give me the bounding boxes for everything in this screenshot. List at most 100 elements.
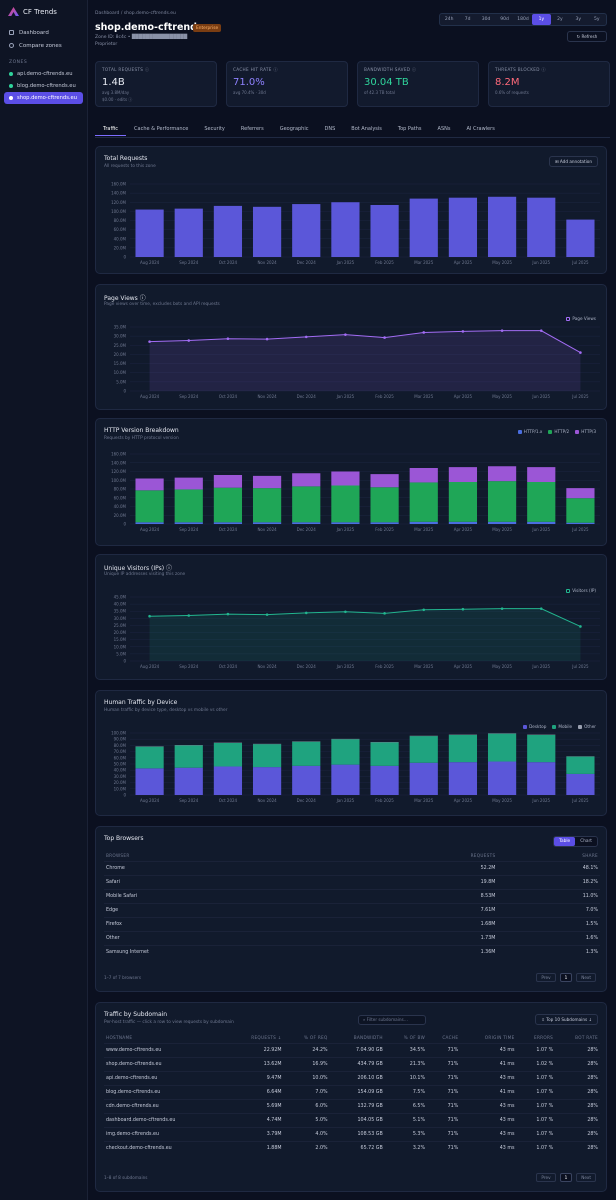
table-cell: www.demo-cftrends.eu: [104, 1042, 227, 1057]
y-tick-label: 10.0M: [114, 370, 127, 375]
column-header[interactable]: % OF REQ: [303, 1035, 328, 1041]
column-header[interactable]: REQUESTS: [470, 853, 496, 859]
range-option-3y[interactable]: 3y: [575, 17, 582, 22]
bar-segment: [213, 487, 243, 523]
toggle-chart-button[interactable]: Chart: [580, 839, 592, 844]
column-header[interactable]: BOT RATE: [575, 1035, 598, 1041]
column-header[interactable]: ERRORS: [534, 1035, 554, 1041]
range-option-24h[interactable]: 24h: [444, 17, 454, 22]
tab-traffic[interactable]: Traffic: [95, 122, 127, 136]
bar-segment: [566, 773, 595, 795]
table-row[interactable]: api.demo-cftrends.eu 9.47M 10.0% 206.10 GB 1…: [104, 1070, 600, 1085]
range-option-5y[interactable]: 5y: [593, 17, 600, 22]
page-button[interactable]: 1: [559, 1173, 573, 1182]
http-version-card: HTTP Version Breakdown Requests by HTTP …: [95, 418, 607, 546]
series-line: [149, 330, 581, 354]
tab-bot-analysis[interactable]: Bot Analysis: [351, 126, 382, 132]
table-row[interactable]: Other 1.73M 1.6%: [104, 930, 600, 945]
y-tick-label: 60.0M: [114, 755, 127, 760]
prev-page-button[interactable]: Prev: [536, 973, 556, 982]
table-row[interactable]: Mobile Safari 8.53M 11.0%: [104, 888, 600, 903]
page-button[interactable]: 1: [559, 973, 573, 982]
toggle-table-button[interactable]: Table: [554, 837, 576, 846]
table-cell: 104.05 GB: [329, 1112, 385, 1127]
y-tick-label: 25.0M: [114, 343, 127, 348]
column-header[interactable]: SHARE: [582, 853, 598, 859]
table-cell: 71%: [427, 1098, 461, 1113]
breadcrumb[interactable]: Dashboard / shop.demo-cftrends.eu: [95, 11, 176, 16]
sidebar: CF Trends Dashboard Compare zones ZONES …: [0, 0, 88, 1200]
table-row[interactable]: dashboard.demo-cftrends.eu 4.74M 5.0% 104.0…: [104, 1112, 600, 1127]
x-tick-label: Dec 2024: [297, 527, 317, 532]
tab-cache-performance[interactable]: Cache & Performance: [134, 126, 189, 132]
tab-ai-crawlers[interactable]: AI Crawlers: [466, 126, 495, 132]
table-row[interactable]: shop.demo-cftrends.eu 13.62M 16.9% 434.79 G…: [104, 1056, 600, 1071]
prev-page-button[interactable]: Prev: [536, 1173, 556, 1182]
range-option-30d[interactable]: 30d: [481, 17, 491, 22]
legend-label: Other: [584, 724, 596, 729]
add-annotation-button[interactable]: ⊞ Add annotation: [549, 156, 598, 167]
bar-segment: [174, 745, 203, 768]
top-subdomains-button[interactable]: ⇩ Top 10 Subdomains ↓: [535, 1014, 598, 1025]
range-option-90d[interactable]: 90d: [500, 17, 509, 22]
range-option-7d[interactable]: 7d: [464, 17, 471, 22]
table-cell: 28%: [555, 1042, 600, 1057]
table-row[interactable]: img.demo-cftrends.eu 3.79M 4.0% 108.53 GB 5.…: [104, 1126, 600, 1141]
data-point: [226, 337, 230, 341]
y-tick-label: 20.0M: [114, 513, 127, 518]
table-cell: 4.0%: [283, 1126, 330, 1141]
tab-asns[interactable]: ASNs: [437, 126, 451, 132]
table-row[interactable]: checkout.demo-cftrends.eu 1.88M 2.0% 65.72 …: [104, 1140, 600, 1155]
legend-label: Page Views: [572, 316, 596, 321]
tab-referrers[interactable]: Referrers: [240, 126, 264, 132]
column-header[interactable]: % OF BW: [403, 1035, 426, 1041]
table-row[interactable]: Firefox 1.68M 1.5%: [104, 916, 600, 931]
data-point: [344, 333, 347, 336]
column-header[interactable]: BANDWIDTH: [353, 1035, 383, 1041]
chart-legend: Desktop Mobile Other: [523, 724, 596, 729]
column-header[interactable]: HOSTNAME: [106, 1035, 133, 1041]
column-header[interactable]: BROWSER: [106, 853, 130, 859]
legend-swatch: [517, 429, 522, 434]
tab-security[interactable]: Security: [204, 126, 225, 132]
table-row[interactable]: Safari 19.8M 18.2%: [104, 874, 600, 889]
kpi-subtext: of 42.3 TB total: [364, 90, 395, 95]
table-row[interactable]: Edge 7.61M 7.0%: [104, 902, 600, 917]
table-row[interactable]: Samsung Internet 1.36M 1.3%: [104, 944, 600, 959]
sidebar-zone-blog[interactable]: blog.demo-cftrends.eu: [0, 80, 87, 92]
column-header[interactable]: REQUESTS ↓: [251, 1035, 282, 1041]
next-page-button[interactable]: Next: [576, 1173, 596, 1182]
table-row[interactable]: cdn.demo-cftrends.eu 5.69M 6.0% 132.79 GB 6.…: [104, 1098, 600, 1113]
tab-dns[interactable]: DNS: [324, 126, 336, 132]
grid-icon: [9, 30, 14, 35]
data-point: [148, 614, 151, 618]
sidebar-zone-api[interactable]: api.demo-cftrends.eu: [0, 68, 87, 80]
refresh-button[interactable]: ↻ Refresh: [567, 31, 607, 42]
bar-segment: [527, 467, 556, 482]
table-row[interactable]: www.demo-cftrends.eu 22.92M 24.2% 7.04.90 G…: [104, 1042, 600, 1057]
range-option-180d[interactable]: 180d: [517, 17, 529, 22]
table-row[interactable]: blog.demo-cftrends.eu 6.64M 7.0% 154.09 GB 7…: [104, 1084, 600, 1099]
y-tick-label: 15.0M: [114, 637, 127, 642]
table-row[interactable]: Chrome 52.2M 48.1%: [104, 860, 600, 875]
column-header[interactable]: ORIGIN TIME: [484, 1035, 515, 1041]
sidebar-zone-shop[interactable]: shop.demo-cftrends.eu: [4, 92, 83, 104]
range-option-2y[interactable]: 2y: [557, 17, 563, 22]
subdomain-search-input[interactable]: ⌕ Filter subdomains…: [358, 1015, 426, 1025]
range-option-1y[interactable]: 1y: [532, 14, 551, 25]
table-cell: 41 ms: [460, 1056, 517, 1071]
sidebar-item-compare[interactable]: Compare zones: [0, 39, 87, 52]
tab-top-paths[interactable]: Top Paths: [397, 126, 422, 132]
tab-geographic[interactable]: Geographic: [279, 126, 309, 132]
sidebar-item-dashboard[interactable]: Dashboard: [0, 26, 87, 39]
legend-label: Mobile: [558, 724, 573, 729]
column-header[interactable]: CACHE: [442, 1035, 459, 1041]
next-page-button[interactable]: Next: [576, 973, 596, 982]
app-logo[interactable]: CF Trends: [0, 0, 87, 26]
y-tick-label: 15.0M: [114, 361, 127, 366]
table-cell: dashboard.demo-cftrends.eu: [104, 1112, 227, 1127]
x-tick-label: Nov 2024: [257, 394, 277, 399]
table-cell: 24.2%: [283, 1042, 330, 1057]
bar-segment: [252, 488, 282, 523]
x-tick-label: Sep 2024: [179, 527, 198, 532]
